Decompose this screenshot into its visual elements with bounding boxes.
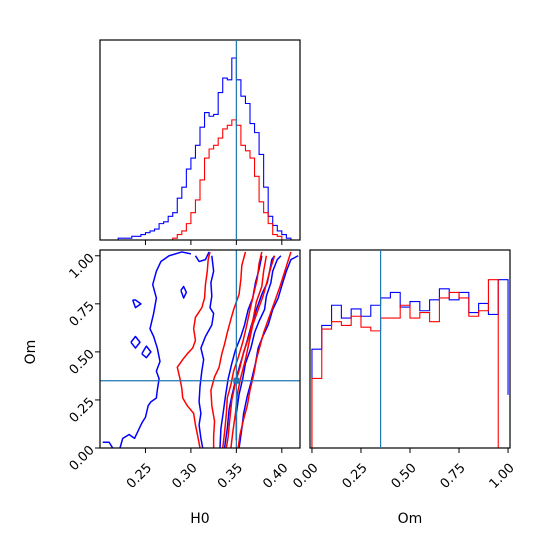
histogram-h0-panel — [99, 39, 301, 245]
contour-lines — [102, 251, 299, 448]
contour-line-6 — [130, 335, 141, 349]
contour-line-16 — [237, 251, 292, 448]
x-tick-label-2: 0.50 — [389, 461, 420, 492]
x-tick-label-3: 0.40 — [260, 461, 291, 492]
contour-line-3 — [198, 255, 215, 448]
x-axis-label-om: Om — [398, 511, 423, 527]
contour-line-9 — [235, 255, 282, 441]
x-tick-label-0: 0.25 — [124, 461, 155, 492]
y-tick-label-4: 1.00 — [67, 251, 98, 282]
x-axis-label-h0: H0 — [190, 511, 209, 527]
x-tick-label-1: 0.30 — [169, 461, 200, 492]
x-tick-label-3: 0.75 — [438, 461, 469, 492]
contour-line-11 — [238, 255, 299, 448]
histogram-series-1 — [311, 279, 509, 449]
contour-line-14 — [221, 251, 263, 448]
contour-line-4 — [132, 299, 142, 309]
y-tick-label-0: 0.00 — [67, 443, 98, 474]
y-tick-label-3: 0.75 — [67, 299, 98, 330]
contour-line-13 — [210, 251, 247, 448]
histogram-om-panel: 0.00 0.25 0.50 0.75 1.00 — [291, 249, 518, 492]
contour-line-7 — [141, 345, 152, 359]
x-tick-label-2: 0.35 — [215, 461, 246, 492]
panel-frame — [99, 39, 301, 241]
contour-line-17 — [230, 255, 276, 448]
contour-line-2 — [194, 251, 210, 263]
truth-marker — [233, 377, 240, 384]
contour-line-15 — [225, 255, 268, 448]
axis-labels: H0 Om Om — [23, 340, 422, 527]
histogram-series-0 — [104, 57, 296, 241]
panel-frame — [309, 249, 511, 449]
contour-line-1 — [119, 251, 192, 448]
contour-line-5 — [180, 285, 188, 299]
y-tick-label-1: 0.25 — [67, 395, 98, 426]
contour-line-12 — [176, 251, 211, 448]
y-axis-label-om: Om — [23, 340, 39, 365]
y-tick-label-2: 0.50 — [67, 347, 98, 378]
x-tick-label-4: 1.00 — [487, 461, 518, 492]
x-tick-label-1: 0.25 — [340, 461, 371, 492]
panel-frame — [99, 249, 301, 449]
contour-line-0 — [102, 441, 114, 448]
x-tick-label-0: 0.00 — [291, 461, 322, 492]
contour-h0-om-panel: 0.25 0.30 0.35 0.40 0.00 0.25 0.50 0.75 1.00 — [67, 249, 301, 492]
